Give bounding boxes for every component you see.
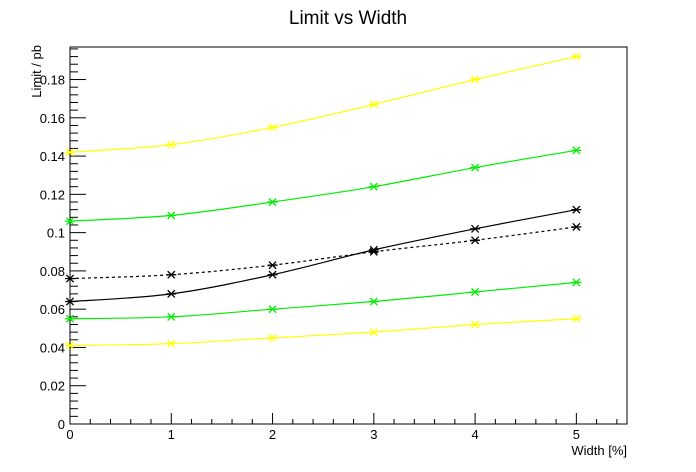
data-point-marker: [267, 261, 278, 270]
data-point-marker: [368, 297, 379, 306]
data-point-marker: [368, 247, 379, 256]
data-point-marker: [368, 100, 379, 109]
x-tick-label: 3: [370, 427, 377, 442]
y-tick-label: 0.14: [40, 149, 65, 164]
data-point-marker: [65, 274, 75, 283]
y-tick-label: 0.04: [40, 340, 65, 355]
data-point-marker: [470, 224, 481, 233]
chart-title: Limit vs Width: [289, 8, 407, 29]
data-point-marker: [368, 182, 379, 191]
series-5: [65, 314, 582, 350]
data-point-marker: [166, 211, 177, 220]
series-3: [65, 222, 582, 283]
data-point-marker: [470, 163, 481, 172]
series-line: [69, 318, 577, 347]
y-axis-label: Limit / pb: [29, 45, 44, 98]
data-point-marker: [571, 52, 582, 61]
data-point-marker: [65, 297, 75, 306]
data-point-marker: [166, 312, 177, 321]
data-point-marker: [267, 270, 278, 279]
x-tick-label: 1: [168, 427, 175, 442]
series-line: [69, 281, 577, 320]
x-tick-label: 2: [269, 427, 276, 442]
y-tick-label: 0.02: [40, 379, 65, 394]
plot-frame: [69, 46, 628, 425]
y-tick-label: 0.08: [40, 264, 65, 279]
series-line: [69, 226, 577, 280]
y-tick-label: 0.18: [40, 73, 65, 88]
series-2: [65, 205, 582, 306]
series-line: [69, 149, 577, 222]
data-point-marker: [571, 222, 582, 231]
data-point-marker: [368, 328, 379, 337]
data-point-marker: [571, 205, 582, 214]
data-point-marker: [166, 339, 177, 348]
series-4: [65, 278, 582, 323]
data-point-marker: [571, 278, 582, 287]
data-point-marker: [166, 140, 177, 149]
data-point-marker: [470, 75, 481, 84]
series-line: [69, 55, 577, 153]
series-0: [65, 52, 582, 157]
data-point-marker: [571, 314, 582, 323]
data-point-marker: [166, 289, 177, 298]
x-axis-label: Width [%]: [571, 443, 627, 458]
y-tick-label: 0.12: [40, 187, 65, 202]
y-tick-label: 0.1: [47, 226, 65, 241]
data-point-marker: [65, 314, 75, 323]
y-tick-label: 0.16: [40, 111, 65, 126]
data-point-marker: [267, 333, 278, 342]
data-point-marker: [470, 287, 481, 297]
x-tick-label: 0: [66, 427, 73, 442]
data-point-marker: [65, 148, 75, 157]
x-tick-label: 5: [573, 427, 580, 442]
y-axis: 0 0.02 0.04 0.06 0.08 0.1 0.12 0.14 0.16 0.18: [40, 48, 86, 432]
data-point-marker: [65, 217, 75, 226]
data-point-marker: [267, 123, 278, 132]
series-line: [69, 209, 577, 303]
data-point-marker: [65, 341, 75, 350]
data-point-marker: [267, 197, 278, 207]
y-tick-label: 0.06: [40, 302, 65, 317]
data-point-marker: [470, 236, 481, 245]
series-group: [65, 52, 582, 350]
data-point-marker: [166, 270, 177, 279]
y-tick-label: 0: [58, 417, 65, 432]
series-1: [65, 146, 582, 226]
data-point-marker: [571, 146, 582, 155]
data-point-marker: [470, 320, 481, 329]
x-tick-label: 4: [471, 427, 478, 442]
x-axis: 0 1 2 3 4 5: [66, 413, 618, 442]
data-point-marker: [267, 305, 278, 314]
